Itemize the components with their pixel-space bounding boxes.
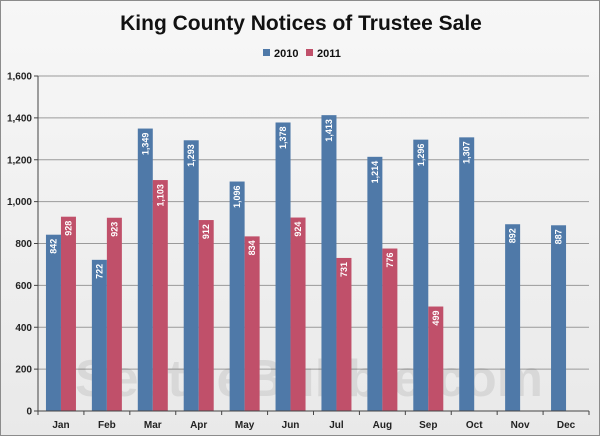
bar-2010-Sep xyxy=(413,139,429,411)
axes xyxy=(37,76,589,412)
bars: 842 928 722 923 1,349 1,103 1,293 912 1,096 834 1,… xyxy=(45,115,567,412)
y-tick-label: 800 xyxy=(15,239,32,250)
legend-label-2010: 2010 xyxy=(274,48,298,60)
x-axis-ticks: Jan Feb Mar Apr May Jun Jul Aug Sep Oct Nov Dec xyxy=(37,411,590,431)
data-label-2010-Jun: 1,378 xyxy=(278,126,288,149)
x-tick-label: Jan xyxy=(52,420,69,431)
bar-2011-Aug xyxy=(382,248,398,411)
bar-2011-Apr xyxy=(198,220,214,411)
x-tick-label: Nov xyxy=(511,420,530,431)
x-tick-label: Jun xyxy=(282,420,300,431)
x-tick-label: Sep xyxy=(419,420,437,431)
data-label-2011-Apr: 912 xyxy=(201,224,211,239)
bar-2010-Jul xyxy=(321,115,337,411)
data-label-2010-Sep: 1,296 xyxy=(416,144,426,167)
legend-label-2011: 2011 xyxy=(317,48,341,60)
bar-2010-Feb xyxy=(91,259,107,411)
bar-2011-Sep xyxy=(428,306,444,411)
bar-2010-Jun xyxy=(275,122,291,411)
data-label-2010-Aug: 1,214 xyxy=(370,161,380,184)
legend-swatch-2010 xyxy=(263,49,270,56)
bar-2010-Nov xyxy=(505,224,521,411)
bar-2011-Feb xyxy=(106,217,122,411)
bar-2010-Dec xyxy=(551,225,567,411)
data-label-2011-Jul: 731 xyxy=(339,262,349,277)
data-label-2011-Jun: 924 xyxy=(293,222,303,237)
bar-2011-Jan xyxy=(60,216,76,411)
data-label-2011-Feb: 923 xyxy=(109,222,119,237)
data-label-2010-Mar: 1,349 xyxy=(140,133,150,156)
bar-2010-Aug xyxy=(367,156,383,411)
data-label-2010-May: 1,096 xyxy=(232,186,242,209)
legend-swatch-2011 xyxy=(306,49,313,56)
data-label-2011-Mar: 1,103 xyxy=(155,184,165,207)
data-label-2010-Dec: 887 xyxy=(554,229,564,244)
data-label-2010-Jan: 842 xyxy=(48,239,58,254)
bar-2011-May xyxy=(244,236,260,411)
data-label-2011-May: 834 xyxy=(247,240,257,255)
x-tick-label: Jul xyxy=(329,420,344,431)
bar-2010-Jan xyxy=(45,234,61,411)
y-tick-label: 1,400 xyxy=(7,113,32,124)
data-label-2011-Aug: 776 xyxy=(385,253,395,268)
y-tick-label: 600 xyxy=(15,281,32,292)
bar-2010-Oct xyxy=(459,137,475,412)
bar-2011-Jun xyxy=(290,217,306,411)
bar-2010-May xyxy=(229,181,245,411)
y-axis-ticks: 0 200 400 600 800 1,000 1,200 1,400 1,600 xyxy=(7,72,38,418)
legend: 2010 2011 xyxy=(263,48,341,60)
bar-2011-Jul xyxy=(336,257,352,411)
x-tick-label: Aug xyxy=(373,420,392,431)
chart-title: King County Notices of Trustee Sale xyxy=(120,12,482,35)
data-label-2011-Sep: 499 xyxy=(431,311,441,326)
y-tick-label: 1,200 xyxy=(7,155,32,166)
bar-2011-Mar xyxy=(152,180,168,411)
y-tick-label: 400 xyxy=(15,323,32,334)
y-tick-label: 0 xyxy=(26,407,32,418)
data-label-2010-Jul: 1,413 xyxy=(324,119,334,142)
x-tick-label: Feb xyxy=(98,420,116,431)
bar-2010-Apr xyxy=(183,140,199,411)
data-label-2011-Jan: 928 xyxy=(63,221,73,236)
x-tick-label: May xyxy=(235,420,255,431)
bar-2010-Mar xyxy=(137,128,153,411)
data-label-2010-Nov: 892 xyxy=(508,228,518,243)
y-tick-label: 1,600 xyxy=(7,72,32,83)
x-tick-label: Oct xyxy=(466,420,483,431)
data-label-2010-Oct: 1,307 xyxy=(462,141,472,164)
x-tick-label: Mar xyxy=(144,420,162,431)
x-tick-label: Apr xyxy=(190,420,207,431)
y-tick-label: 200 xyxy=(15,365,32,376)
gridlines xyxy=(38,75,589,370)
data-label-2010-Apr: 1,293 xyxy=(186,144,196,167)
data-label-2010-Feb: 722 xyxy=(94,264,104,279)
y-tick-label: 1,000 xyxy=(7,197,32,208)
x-tick-label: Dec xyxy=(557,420,576,431)
